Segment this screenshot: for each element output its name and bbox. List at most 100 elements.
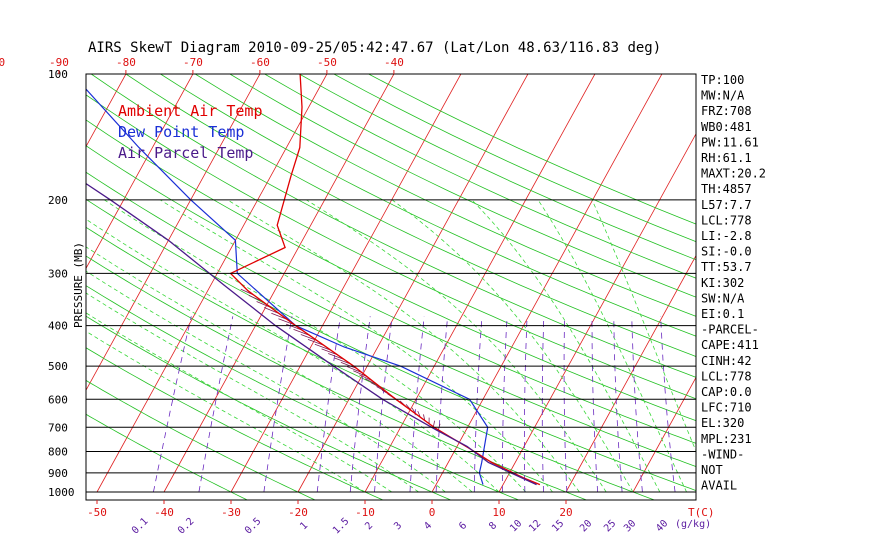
isotherm-line (364, 74, 596, 493)
legend-item: Ambient Air Temp (118, 102, 263, 120)
dry-adiabat-line (86, 347, 384, 500)
mixing-ratio-tick-label: 10 (508, 518, 524, 534)
dry-adiabat-line (86, 198, 696, 491)
isotherm-line (431, 74, 663, 493)
mixing-ratio-line (435, 316, 448, 493)
dry-adiabat-line (333, 74, 696, 243)
mixing-ratio-tick-label: 4 (422, 520, 434, 532)
dry-adiabat-line (86, 255, 588, 500)
cape-hatch (423, 414, 426, 421)
pressure-tick-label: 700 (48, 421, 68, 434)
cape-hatch (307, 339, 325, 346)
legend-item: Dew Point Temp (118, 123, 244, 141)
index-item: TT:53.7 (701, 260, 752, 274)
dry-adiabat-line (86, 379, 317, 500)
mixing-ratio-line (316, 316, 341, 493)
mixing-ratio-line (263, 316, 293, 493)
cape-hatch (271, 312, 287, 320)
top-temp-tick-label: -100 (0, 56, 5, 69)
top-temp-tick-label: -50 (317, 56, 337, 69)
pressure-tick-label: 500 (48, 360, 68, 373)
legend-item: Air Parcel Temp (118, 144, 253, 162)
cape-hatch (263, 307, 280, 314)
isotherm-line (297, 74, 529, 493)
index-item: -WIND- (701, 447, 744, 461)
mixing-ratio-line (660, 316, 676, 493)
dry-adiabat-line (368, 74, 696, 225)
cape-hatch (321, 348, 338, 356)
moist-adiabat-line (471, 199, 661, 493)
isotherm-line (96, 74, 328, 493)
isotherm-line (86, 74, 194, 270)
dry-adiabat-line (86, 119, 696, 422)
index-item: TP:100 (701, 73, 744, 87)
mixing-ratio-tick-label: 12 (527, 518, 543, 534)
top-temp-tick-label: -80 (116, 56, 136, 69)
isotherm-line (86, 74, 261, 392)
moist-adiabat-line (86, 218, 500, 493)
index-item: EI:0.1 (701, 307, 744, 321)
index-item: LFC:710 (701, 401, 752, 415)
mixing-ratio-line (631, 316, 643, 493)
index-item: CINH:42 (701, 354, 752, 368)
index-item: PW:11.61 (701, 135, 759, 149)
profile-lines (86, 74, 541, 486)
pressure-tick-label: 100 (48, 68, 68, 81)
mixing-ratio-tick-label: 1 (298, 520, 310, 532)
dry-adiabat-line (229, 74, 696, 298)
index-item: AVAIL (701, 479, 737, 493)
y-axis-label: PRESSURE (MB) (72, 242, 85, 328)
top-temp-tick-label: -40 (384, 56, 404, 69)
legend: Ambient Air Temp Dew Point Temp Air Parcel… (118, 102, 263, 162)
index-item: FRZ:708 (701, 104, 752, 118)
cape-hatch (347, 366, 363, 373)
x-axis-label: T(C) (688, 506, 715, 519)
mixing-ratio-line (349, 316, 371, 493)
index-item: CAP:0.0 (701, 385, 752, 399)
dry-adiabat-line (160, 74, 696, 337)
cape-hatch (328, 353, 345, 360)
mixing-ratio-tick-label: 6 (457, 520, 469, 532)
mixing-ratio-tick-label: 25 (602, 518, 618, 534)
mixing-ratio-tick-label: 15 (550, 518, 566, 534)
cape-hatch (278, 318, 295, 326)
mixing-ratio-tick-label: 20 (578, 518, 594, 534)
moist-adiabat-line (86, 330, 366, 493)
bottom-temp-tick-label: -30 (221, 506, 241, 519)
isotherm-line (632, 376, 696, 493)
mixing-ratio-tick-label: 0.5 (243, 516, 264, 537)
chart-title: AIRS SkewT Diagram 2010-09-25/05:42:47.6… (88, 40, 661, 56)
mixing-ratio-line (409, 316, 425, 493)
mixing-ratio-tick-label: 3 (392, 520, 404, 532)
dry-adiabat-line (299, 74, 696, 261)
isotherm-line (767, 74, 870, 492)
isotherm-line (834, 74, 870, 492)
mixing-ratio-line (613, 316, 623, 493)
dry-adiabat-line (90, 74, 696, 378)
cape-hatch (285, 323, 303, 331)
dry-adiabat-line (86, 145, 696, 444)
isotherm-line (565, 254, 696, 493)
plot-frame (85, 73, 697, 501)
top-temp-tick-label: -60 (250, 56, 270, 69)
mixing-ratio-line (153, 316, 192, 493)
dry-adiabat-line (86, 315, 452, 500)
mixing-ratio-line (563, 316, 568, 493)
moist-adiabat-line (103, 199, 527, 493)
isotherm-line (230, 74, 462, 493)
bottom-temp-tick-label: 0 (429, 506, 436, 519)
dry-adiabat-line (125, 74, 696, 357)
cape-hatch (334, 357, 351, 365)
isotherm-line (86, 74, 127, 148)
top-temp-tick-label: -70 (183, 56, 203, 69)
index-item: LCL:778 (701, 213, 752, 227)
cape-hatch (340, 361, 357, 369)
pressure-tick-label: 600 (48, 393, 68, 406)
dry-adiabat-line (86, 226, 656, 500)
mixing-ratio-line (591, 316, 598, 493)
index-item: -PARCEL- (701, 323, 759, 337)
pressure-tick-label: 200 (48, 194, 68, 207)
mixing-ratio-tick-label: 40 (654, 518, 670, 534)
top-temp-tick-label: -90 (49, 56, 69, 69)
